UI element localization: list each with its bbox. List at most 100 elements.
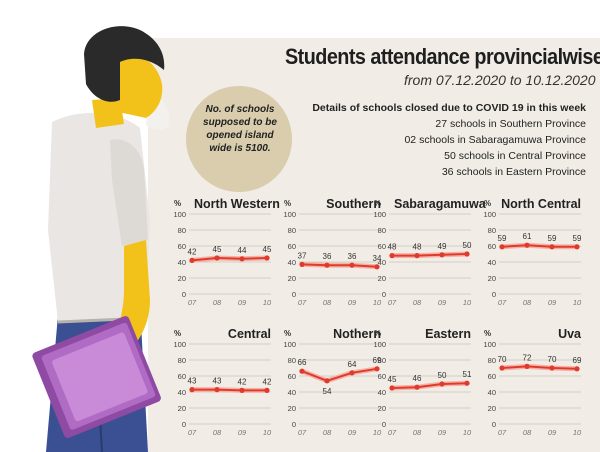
data-label: 43 [188,377,197,386]
y-tick-label: 0 [292,290,296,299]
x-tick-label: 07 [298,428,307,437]
series-line [391,382,468,389]
y-tick-label: 60 [288,242,296,251]
y-tick-label: 40 [488,388,496,397]
province-chart-2: % Sabaragamuwa 0 20 40 60 80 100 07 08 09 10 48 48 49 5… [373,197,486,307]
data-label: 46 [413,374,422,383]
data-label: 50 [438,371,447,380]
x-tick-label: 07 [188,298,197,307]
data-point [574,366,580,372]
y-tick-label: 80 [288,226,296,235]
series-line [301,367,378,382]
y-tick-label: 40 [178,388,186,397]
data-label: 69 [573,356,582,365]
x-tick-label: 09 [348,428,357,437]
data-point [574,244,580,250]
y-tick-label: 20 [178,274,186,283]
data-label: 34 [373,254,382,263]
y-tick-label: 80 [288,356,296,365]
chart-panel-title: Sabaragamuwa [394,197,487,211]
x-tick-label: 07 [298,298,307,307]
x-tick-label: 09 [548,428,557,437]
details-line: 50 schools in Central Province [444,150,586,162]
data-point [214,255,220,261]
details-line: 27 schools in Southern Province [435,118,586,130]
chart-panel-title: North Central [501,197,581,211]
data-point [189,257,195,263]
x-tick-label: 08 [213,428,222,437]
data-label: 72 [523,353,532,362]
y-tick-label: 80 [178,226,186,235]
data-point [349,370,355,376]
y-axis-label: % [484,199,491,208]
data-point [439,381,445,387]
data-label: 48 [413,243,422,252]
data-point [239,387,245,393]
x-tick-label: 10 [373,298,382,307]
y-tick-label: 100 [173,340,186,349]
data-label: 42 [263,377,272,386]
x-tick-label: 09 [238,298,247,307]
data-point [499,244,505,250]
y-tick-label: 100 [283,210,296,219]
y-tick-label: 40 [488,258,496,267]
data-point [499,365,505,371]
province-chart-0: % North Western 0 20 40 60 80 100 07 08 09 10 42 45 44… [173,197,279,307]
data-point [524,363,530,369]
note-bubble [186,86,292,192]
y-tick-label: 40 [378,258,386,267]
y-axis-label: % [374,199,381,208]
details-line: 36 schools in Eastern Province [441,166,586,178]
x-tick-label: 08 [323,298,332,307]
y-tick-label: 80 [378,356,386,365]
x-tick-label: 09 [348,298,357,307]
province-chart-4: % Central 0 20 40 60 80 100 07 08 09 10 43 43 42 42 [173,327,272,437]
y-tick-label: 100 [173,210,186,219]
data-label: 64 [348,360,357,369]
data-point [414,384,420,390]
y-tick-label: 0 [182,290,186,299]
y-tick-label: 20 [378,404,386,413]
data-point [189,387,195,393]
y-axis-label: % [174,199,181,208]
x-tick-label: 09 [438,428,447,437]
x-tick-label: 10 [373,428,382,437]
x-tick-label: 08 [413,298,422,307]
x-tick-label: 07 [498,428,507,437]
data-point [389,253,395,259]
y-axis-label: % [284,329,291,338]
data-label: 42 [238,377,247,386]
series-line [392,253,468,257]
chart-panel-title: Central [228,327,271,341]
y-tick-label: 0 [492,420,496,429]
chart-panel-title: Nothern [333,327,381,341]
data-point [439,252,445,258]
data-point [374,366,380,372]
chart-panel-title: Uva [558,327,582,341]
data-label: 45 [263,245,272,254]
y-tick-label: 60 [288,372,296,381]
note-text: No. of schools supposed to be opened isl… [203,104,277,154]
x-tick-label: 10 [573,428,582,437]
data-point [324,262,330,268]
data-label: 48 [388,243,397,252]
data-point [549,365,555,371]
y-tick-label: 40 [178,258,186,267]
series-line [301,263,378,268]
y-tick-label: 20 [288,404,296,413]
x-tick-label: 08 [523,428,532,437]
y-tick-label: 80 [488,226,496,235]
data-point [374,264,380,270]
y-tick-label: 20 [488,274,496,283]
series-line [191,257,268,262]
student-illustration [32,26,169,452]
y-tick-label: 20 [178,404,186,413]
x-tick-label: 09 [438,298,447,307]
data-label: 59 [498,234,507,243]
data-label: 42 [188,247,197,256]
chart-panel-title: Southern [326,197,381,211]
y-tick-label: 0 [292,420,296,429]
data-label: 69 [373,356,382,365]
